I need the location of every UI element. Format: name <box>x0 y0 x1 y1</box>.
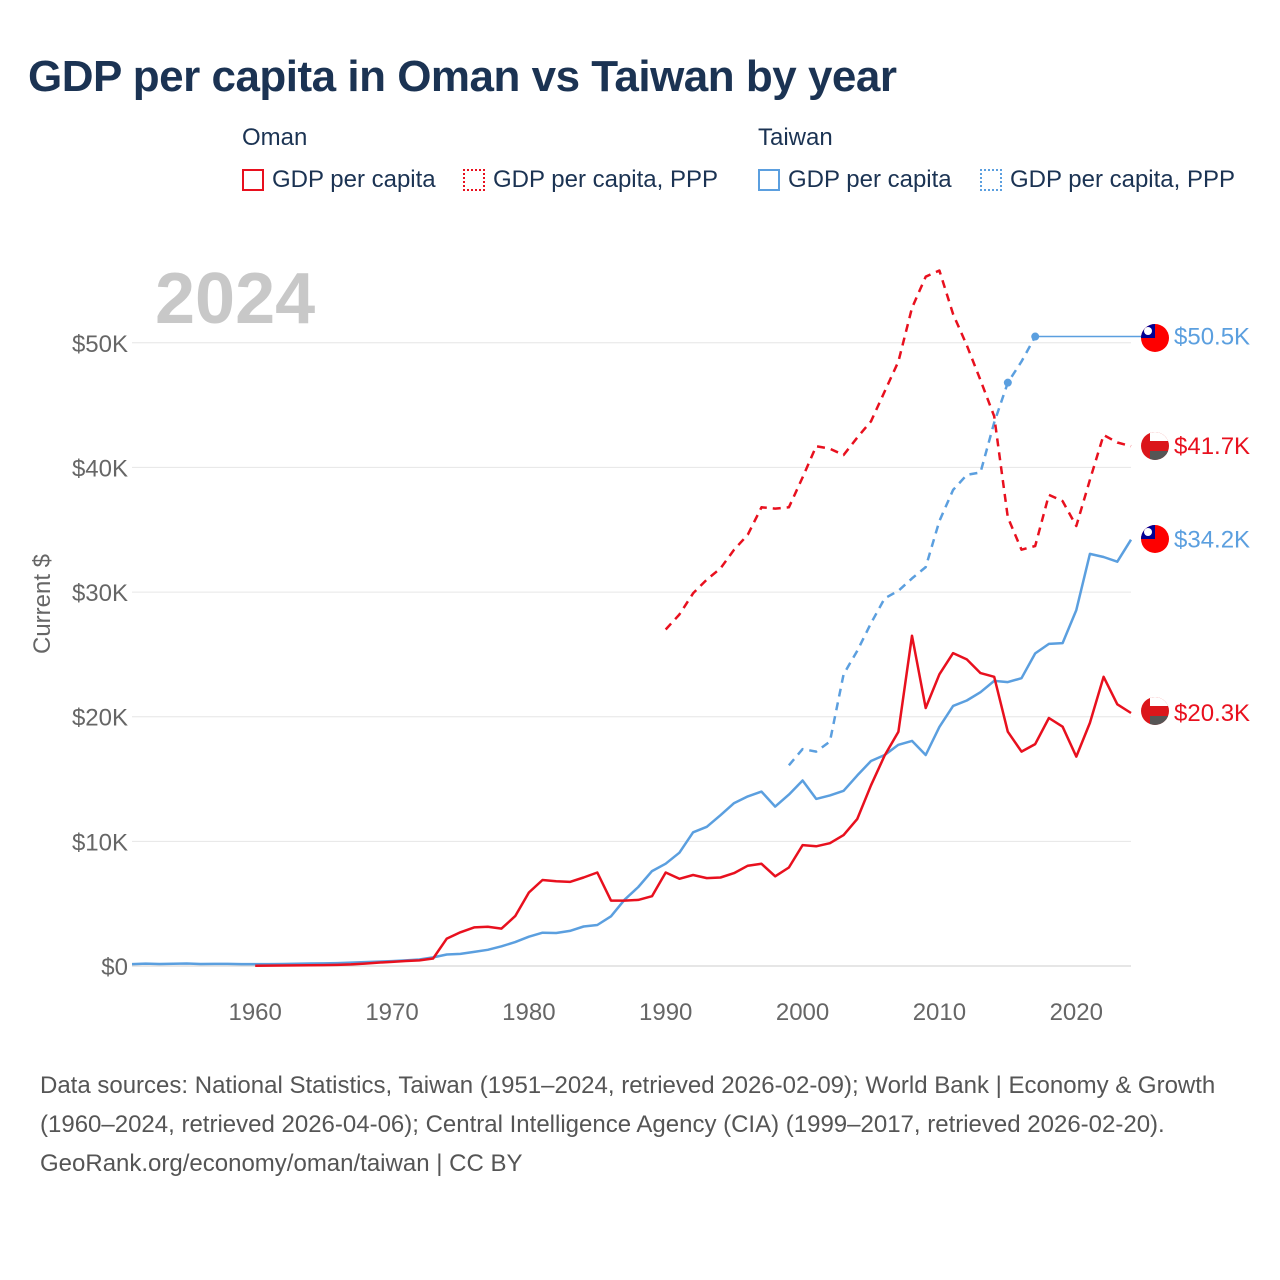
legend-label-taiwan-gdp: GDP per capita <box>788 166 952 193</box>
x-tick-label: 1990 <box>639 999 692 1026</box>
taiwan-gdp-per-capita-line <box>131 539 1133 966</box>
x-tick-label: 2020 <box>1050 999 1103 1026</box>
legend-taiwan-gdp[interactable]: GDP per capita <box>758 166 952 194</box>
oman-flag-icon <box>1141 432 1169 460</box>
year-watermark: 2024 <box>155 259 315 339</box>
legend-label-taiwan-ppp: GDP per capita, PPP <box>1010 166 1235 193</box>
credit-link[interactable]: GeoRank.org/economy/oman/taiwan | CC BY <box>40 1150 523 1177</box>
x-tick-label: 1970 <box>365 999 418 1026</box>
legend-swatch-oman-ppp <box>463 169 485 191</box>
legend-label-oman-gdp: GDP per capita <box>272 166 436 193</box>
legend-label-oman-ppp: GDP per capita, PPP <box>493 166 718 193</box>
legend-swatch-taiwan-gdp <box>758 169 780 191</box>
line-chart: 2024 Current $ $0 $10K $20K $30K $40K $50K 196… <box>29 259 1250 1026</box>
oman-flag-icon <box>1141 697 1169 725</box>
legend-oman-gdp[interactable]: GDP per capita <box>242 166 436 194</box>
x-tick-label: 2010 <box>913 999 966 1026</box>
legend-oman-ppp[interactable]: GDP per capita, PPP <box>463 166 718 194</box>
oman-gdp-per-capita-end-label: $20.3K <box>1174 700 1250 727</box>
legend-taiwan-ppp[interactable]: GDP per capita, PPP <box>980 166 1235 194</box>
y-tick-label: $0 <box>101 954 128 981</box>
oman-gdp-per-capita-ppp-end-label: $41.7K <box>1174 433 1250 460</box>
taiwan-gdp-per-capita-ppp-marker <box>1031 332 1040 341</box>
taiwan-gdp-per-capita-end-label: $34.2K <box>1174 527 1250 554</box>
data-sources: Data sources: National Statistics, Taiwa… <box>40 1072 1216 1138</box>
x-tick-label: 1980 <box>502 999 555 1026</box>
y-tick-label: $30K <box>72 580 128 607</box>
chart-title: GDP per capita in Oman vs Taiwan by year <box>28 52 897 101</box>
x-tick-label: 2000 <box>776 999 829 1026</box>
oman-gdp-per-capita-ppp-line <box>664 269 1132 631</box>
taiwan-gdp-per-capita-ppp-line <box>787 335 1037 767</box>
legend-group-taiwan: Taiwan <box>758 124 833 151</box>
y-tick-label: $10K <box>72 829 128 856</box>
oman-gdp-per-capita-line <box>255 634 1132 968</box>
y-axis-label: Current $ <box>29 554 56 654</box>
y-tick-label: $40K <box>72 455 128 482</box>
legend-swatch-oman-gdp <box>242 169 264 191</box>
taiwan-gdp-per-capita-ppp-end-label: $50.5K <box>1174 324 1250 351</box>
taiwan-flag-icon <box>1141 525 1169 553</box>
y-tick-label: $20K <box>72 705 128 732</box>
chart-footer: Data sources: National Statistics, Taiwa… <box>40 1066 1230 1183</box>
taiwan-flag-icon <box>1141 324 1169 352</box>
legend-swatch-taiwan-ppp <box>980 169 1002 191</box>
legend-group-oman: Oman <box>242 124 308 151</box>
taiwan-gdp-per-capita-ppp-marker <box>1003 378 1012 387</box>
x-tick-label: 1960 <box>228 999 281 1026</box>
y-tick-label: $50K <box>72 331 128 358</box>
